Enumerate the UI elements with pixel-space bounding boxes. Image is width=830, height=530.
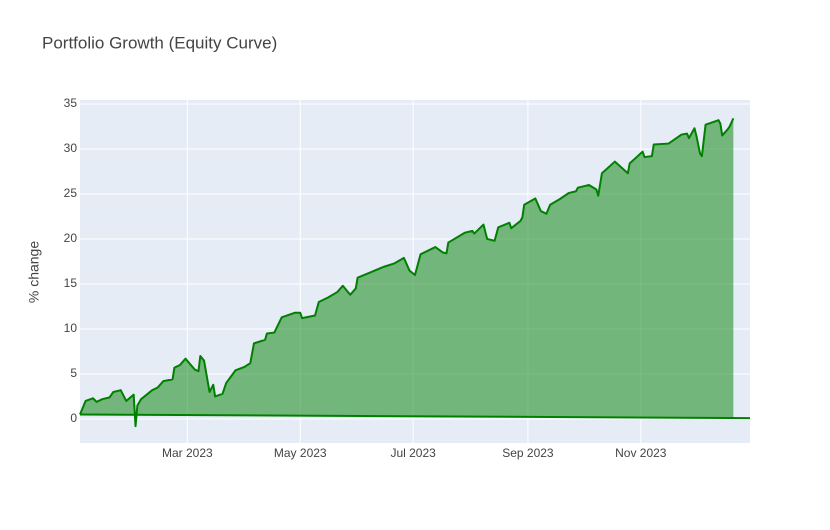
y-tick-label: 30: [64, 141, 78, 155]
x-tick-label: May 2023: [274, 446, 327, 460]
chart-title: Portfolio Growth (Equity Curve): [42, 33, 277, 52]
y-tick-label: 25: [64, 186, 78, 200]
y-tick-label: 5: [70, 366, 77, 380]
y-tick-label: 0: [70, 411, 77, 425]
x-tick-label: Sep 2023: [502, 446, 554, 460]
area-fill: [80, 118, 734, 427]
line: [79, 117, 735, 428]
y-tick-label: 20: [64, 231, 78, 245]
y-axis-label: % change: [26, 241, 42, 303]
y-tick-label: 15: [64, 276, 78, 290]
line: [79, 413, 751, 420]
x-tick-label: Nov 2023: [615, 446, 667, 460]
x-tick-label: Mar 2023: [162, 446, 213, 460]
y-tick-label: 35: [64, 96, 78, 110]
x-tick-label: Jul 2023: [390, 446, 436, 460]
y-tick-label: 10: [64, 321, 78, 335]
